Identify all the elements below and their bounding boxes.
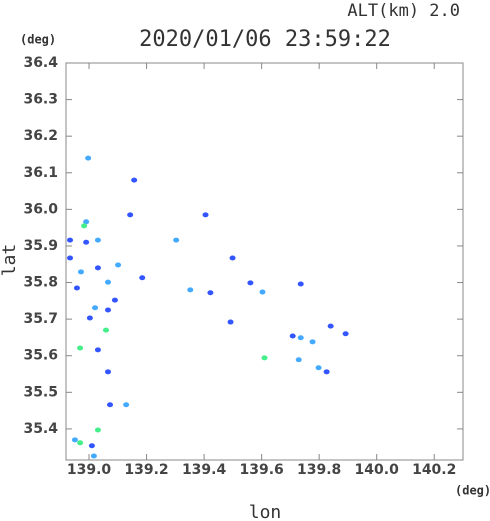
y-unit: (deg) — [20, 33, 56, 47]
echo-point — [227, 319, 234, 325]
echo-point — [94, 427, 101, 433]
x-tick-label: 139.8 — [297, 462, 341, 478]
x-tick-label: 140.0 — [355, 462, 400, 478]
plot-frame — [65, 62, 464, 461]
echo-point — [327, 323, 334, 329]
y-tick-label: 36.4 — [23, 55, 58, 71]
echo-point — [67, 255, 74, 261]
echo-point — [261, 355, 268, 361]
echo-point — [77, 269, 84, 275]
echo-point — [297, 335, 304, 341]
y-tick-label: 35.9 — [23, 238, 58, 254]
y-tick-label: 36.3 — [23, 92, 58, 108]
echo-point — [88, 443, 95, 449]
echo-point — [71, 437, 78, 443]
echo-point — [81, 223, 88, 229]
echo-point — [94, 265, 101, 271]
echo-point — [85, 155, 92, 161]
echo-point — [73, 285, 80, 291]
echo-point — [105, 307, 112, 313]
echo-point — [105, 369, 112, 375]
y-axis-label: lat — [0, 244, 20, 277]
x-tick-label: 139.2 — [124, 462, 168, 478]
x-tick-label: 139.4 — [182, 462, 227, 478]
echo-point — [83, 219, 90, 225]
echo-point — [77, 345, 84, 351]
echo-point — [131, 177, 138, 183]
echo-point — [187, 287, 194, 293]
echo-point — [92, 305, 99, 311]
y-tick-label: 35.8 — [23, 275, 58, 291]
echo-point — [315, 365, 322, 371]
x-tick-label: 139.0 — [67, 462, 112, 478]
echo-point — [295, 357, 302, 363]
echo-point — [77, 440, 84, 446]
echo-point — [94, 237, 101, 243]
echo-point — [229, 255, 236, 261]
echo-point — [94, 347, 101, 353]
echo-point — [173, 237, 180, 243]
echo-point — [115, 262, 122, 268]
x-tick-label: 139.6 — [239, 462, 283, 478]
echo-point — [102, 327, 109, 333]
chart-title: 2020/01/06 23:59:22 — [139, 27, 391, 52]
echo-point — [83, 239, 90, 245]
echo-point — [123, 402, 130, 408]
chart-subtitle: ALT(km) 2.0 — [347, 1, 460, 21]
echo-point — [127, 212, 134, 218]
y-tick-label: 35.5 — [23, 384, 58, 400]
y-tick-label: 35.7 — [23, 311, 58, 327]
y-tick-label: 36.2 — [23, 128, 58, 144]
echo-point — [202, 212, 209, 218]
echo-point — [297, 281, 304, 287]
echo-point — [105, 279, 112, 285]
x-tick-label: 140.2 — [412, 462, 456, 478]
echo-point — [207, 290, 214, 296]
echo-point — [107, 402, 114, 408]
x-axis-label: lon — [249, 502, 282, 521]
echo-point — [323, 369, 330, 375]
echo-point — [67, 237, 74, 243]
echo-point — [90, 453, 97, 459]
echo-point — [139, 275, 146, 281]
y-tick-label: 36.1 — [23, 165, 58, 181]
y-tick-label: 35.4 — [23, 421, 58, 437]
y-tick-label: 35.6 — [23, 348, 58, 364]
echo-point — [289, 333, 296, 339]
echo-point — [111, 297, 118, 303]
echo-point — [247, 280, 254, 286]
y-tick-label: 36.0 — [23, 201, 58, 217]
echo-point — [309, 339, 316, 345]
echo-point — [86, 315, 93, 321]
x-unit: (deg) — [455, 484, 490, 498]
echo-point — [259, 289, 266, 295]
echo-point — [342, 331, 349, 337]
